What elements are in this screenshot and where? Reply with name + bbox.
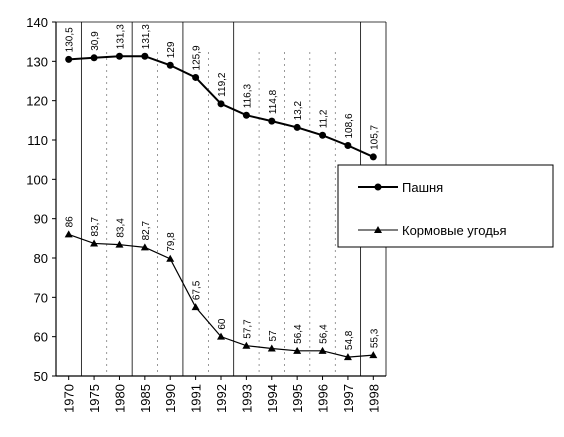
y-tick-label: 120	[26, 94, 48, 109]
data-point	[369, 153, 377, 161]
x-tick-label: 1991	[189, 384, 204, 413]
x-tick-label: 1990	[163, 384, 178, 413]
y-axis-ticks: 50 60 70 80 90 100 110 120 130 140	[26, 15, 56, 384]
data-point	[293, 123, 301, 131]
data-label: 108,6	[344, 113, 355, 138]
y-tick-label: 100	[26, 172, 48, 187]
data-point	[90, 239, 99, 247]
data-point	[242, 111, 250, 119]
legend-marker-circle	[374, 183, 382, 191]
data-label: 105,7	[369, 124, 380, 149]
x-tick-label: 1997	[341, 384, 356, 413]
legend-label-series-2: Кормовые угодья	[402, 223, 507, 238]
data-point	[268, 117, 276, 125]
data-label: 119,2	[217, 72, 228, 97]
y-tick-label: 110	[27, 133, 48, 148]
x-axis-ticks: 1970 1975 1980 1985 1990 1991 1992 1993 1994 1995…	[62, 376, 381, 413]
data-label: 56,4	[293, 324, 304, 344]
data-label: 114,8	[268, 89, 279, 114]
data-label: 67,5	[192, 280, 203, 300]
data-label: 57	[268, 330, 279, 342]
series-layer: 130,5 30,9 131,3 131,3 129 125,9 119,2 116,3 114…	[64, 24, 380, 361]
data-label: 13,2	[293, 101, 304, 121]
data-point	[319, 131, 327, 139]
x-tick-label: 1970	[62, 384, 77, 413]
data-point	[64, 230, 73, 238]
x-tick-label: 1998	[366, 384, 381, 413]
data-point	[217, 332, 225, 340]
data-label: 55,3	[369, 328, 380, 348]
data-point	[318, 346, 327, 354]
data-label: 83,4	[115, 218, 126, 238]
data-point	[343, 353, 352, 361]
data-label: 131,3	[115, 24, 126, 49]
data-label: 131,3	[141, 24, 152, 49]
legend-label-series-1: Пашня	[402, 180, 443, 195]
data-point	[217, 100, 225, 108]
data-point	[65, 55, 73, 63]
data-point	[344, 142, 352, 150]
data-label: 79,8	[166, 232, 177, 252]
data-point	[267, 344, 276, 352]
legend-box	[337, 164, 554, 248]
data-point	[242, 341, 251, 349]
x-tick-label: 1994	[265, 384, 280, 413]
x-tick-label: 1996	[316, 384, 331, 413]
data-point	[166, 61, 174, 69]
x-tick-label: 1985	[138, 384, 153, 413]
x-tick-label: 1980	[112, 384, 127, 413]
y-tick-label: 130	[26, 54, 48, 69]
data-label: 60	[217, 318, 228, 330]
data-label: 11,2	[319, 109, 330, 128]
legend: Пашня Кормовые угодья	[337, 164, 554, 248]
data-label: 54,8	[344, 330, 355, 350]
data-point	[115, 240, 124, 248]
data-label: 83,7	[90, 217, 101, 237]
y-tick-label: 50	[34, 369, 48, 384]
y-tick-label: 140	[26, 15, 48, 30]
data-label: 86	[65, 216, 76, 228]
data-point	[140, 243, 149, 251]
legend-marker-triangle	[374, 226, 382, 233]
data-point	[115, 52, 123, 60]
data-point	[192, 73, 200, 81]
data-point	[166, 254, 175, 262]
x-tick-label: 1993	[239, 384, 254, 413]
data-point	[369, 351, 378, 359]
data-label: 130,5	[65, 27, 76, 52]
data-point	[191, 303, 200, 311]
data-point	[90, 54, 98, 62]
data-label: 129	[166, 41, 177, 58]
x-tick-label: 1975	[87, 384, 102, 413]
data-point	[293, 346, 302, 354]
x-tick-label: 1995	[290, 384, 305, 413]
y-tick-label: 60	[34, 330, 48, 345]
x-tick-label: 1992	[214, 384, 229, 413]
data-label: 57,7	[242, 319, 253, 339]
data-label: 82,7	[141, 220, 152, 240]
data-point	[141, 52, 149, 60]
y-tick-label: 80	[34, 251, 48, 266]
y-tick-label: 70	[34, 290, 48, 305]
data-label: 116,3	[242, 83, 253, 108]
data-label: 125,9	[192, 45, 203, 70]
data-label: 56,4	[319, 324, 330, 344]
y-tick-label: 90	[34, 212, 48, 227]
data-label: 30,9	[90, 31, 101, 51]
